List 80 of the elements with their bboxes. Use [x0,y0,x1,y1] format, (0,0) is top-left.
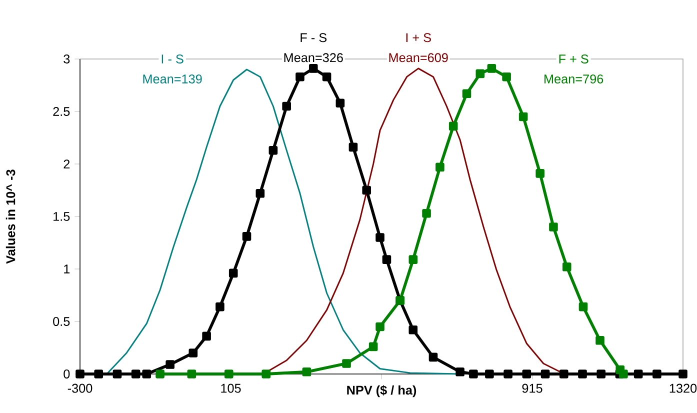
point [156,370,164,378]
point [408,325,418,334]
point [456,367,464,376]
point [282,102,291,111]
point [428,352,438,362]
point [242,232,252,241]
y-tick-label: 0.5 [53,317,70,326]
point [619,370,628,378]
point [268,146,278,155]
point [502,72,511,82]
point [142,370,152,378]
x-tick-label: 1320 [670,384,697,393]
point [376,322,384,332]
point [540,370,550,378]
x-tick-label: 915 [522,384,542,393]
point [462,89,472,98]
point [559,370,568,378]
point [422,208,431,218]
point [336,98,345,108]
point [262,370,271,378]
point [518,112,528,122]
point [216,302,224,312]
point [678,370,688,378]
point [94,370,104,378]
text: I + S [406,33,431,42]
point [485,370,494,378]
y-tick-label: 1 [64,264,70,274]
annotation: Mean=609 [389,53,448,62]
point [487,64,496,73]
point [382,255,392,264]
y-tick-label: 3 [64,54,70,64]
point [408,255,418,264]
point [302,367,312,376]
x-tick-label: -300 [68,384,92,393]
text: F + S [559,54,588,64]
point [228,268,238,278]
point [436,162,444,172]
point [562,262,572,272]
point [308,64,318,73]
point [578,302,588,312]
y-tick-label: 0 [64,370,70,378]
point [322,72,332,82]
point [448,122,458,131]
point [596,336,604,345]
point [166,360,174,369]
point [476,69,485,78]
x-axis-title: NPV ($ / ha) [347,385,416,398]
y-tick-label: 2 [64,160,70,168]
point [504,370,512,378]
annotation: Mean=139 [143,74,202,84]
annotation: Mean=326 [284,53,343,62]
point [187,370,196,378]
text: I - S [162,54,184,64]
point [634,370,643,378]
point [224,370,234,378]
point [112,370,122,378]
point [596,370,606,378]
point [348,142,358,152]
point [202,332,211,341]
point [549,222,558,232]
point [522,370,532,378]
point [342,359,351,368]
point [578,370,587,378]
x-tick-label: 105 [221,384,241,393]
y-axis-title: Values in 10^ -3 [6,170,16,264]
point [256,188,265,198]
point [131,370,140,378]
series-label: F - S [300,33,327,42]
point [376,233,384,242]
point [652,370,662,378]
point [469,370,478,378]
point [188,348,198,358]
point [296,72,304,82]
point [368,342,378,352]
point [76,370,84,378]
y-tick-label: 1.5 [54,212,70,221]
point [536,169,544,178]
point [362,186,372,195]
y-tick-label: 2.5 [53,107,70,116]
annotation: Mean=796 [544,74,604,84]
